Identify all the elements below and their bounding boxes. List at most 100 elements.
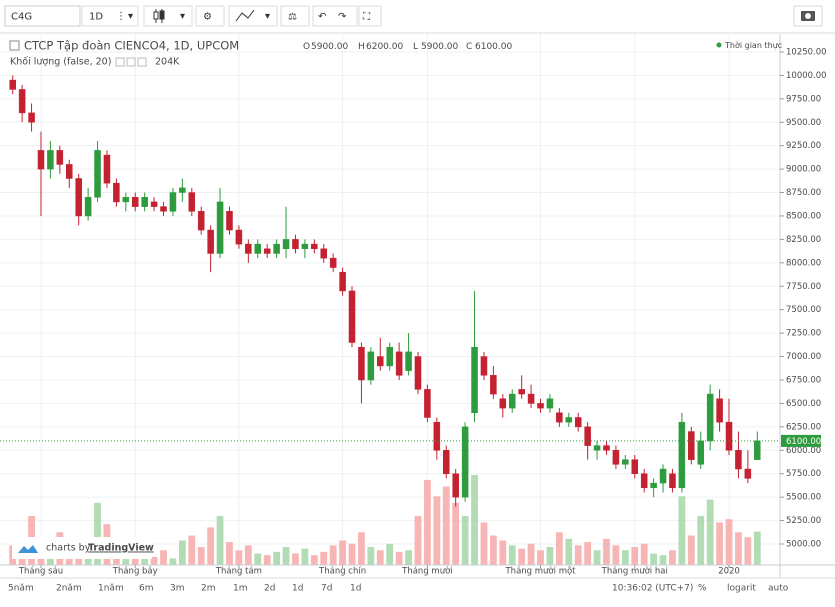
range-button[interactable]: 2d <box>264 584 275 594</box>
range-button[interactable]: 7d <box>321 584 332 594</box>
x-tick-label: Tháng chín <box>318 567 366 577</box>
candle-body <box>640 473 648 489</box>
volume-bar <box>178 540 186 565</box>
volume-bar <box>574 545 582 565</box>
candle-body <box>452 473 459 498</box>
auto-toggle[interactable]: auto <box>768 584 789 594</box>
symbol-input[interactable] <box>4 5 81 27</box>
percent-toggle[interactable]: % <box>698 584 707 594</box>
candle-body <box>669 473 676 489</box>
x-tick-label: Tháng mười một <box>504 566 576 577</box>
volume-bar <box>508 545 516 565</box>
candle-body <box>490 375 497 395</box>
scale-icon: ⚖ <box>288 12 297 23</box>
volume-bar <box>160 550 167 565</box>
volume-bar <box>546 547 554 565</box>
settings-icon[interactable] <box>126 57 136 67</box>
y-tick-label: 5000.00 <box>786 540 821 550</box>
volume-bar <box>395 551 403 565</box>
log-toggle[interactable]: logarit <box>727 584 756 594</box>
volume-bar <box>621 550 629 565</box>
volume-bar <box>320 551 328 565</box>
c-value: 6100.00 <box>475 42 512 52</box>
compare-button[interactable] <box>280 5 310 27</box>
candle-body <box>254 243 262 254</box>
volume-bar <box>735 532 742 565</box>
candle-body <box>424 389 431 418</box>
candle-body <box>603 445 610 451</box>
candle-body <box>508 393 516 409</box>
range-button[interactable]: 1m <box>233 584 248 594</box>
y-tick-label: 10250.00 <box>786 47 827 57</box>
tv-logo <box>18 545 38 553</box>
candle-body <box>273 243 280 254</box>
indicators-button[interactable] <box>228 5 278 27</box>
watermark-brand[interactable]: TradingView <box>88 543 154 554</box>
volume-bar <box>301 548 309 565</box>
volume-bar <box>716 522 723 565</box>
range-button[interactable]: 2m <box>201 584 216 594</box>
candle-body <box>556 412 563 423</box>
range-button[interactable]: 1d <box>292 584 303 594</box>
volume-bar <box>226 542 233 565</box>
range-button[interactable]: 6m <box>139 584 154 594</box>
y-tick-label: 8500.00 <box>786 211 821 221</box>
candle-body <box>386 346 393 367</box>
volume-bar <box>386 543 394 565</box>
volume-bar <box>94 502 101 565</box>
candle-body <box>122 196 130 203</box>
candle-body <box>678 421 686 489</box>
candle-body <box>37 150 45 170</box>
volume-bar <box>141 555 149 565</box>
range-button[interactable]: 5năm <box>8 584 34 594</box>
volume-bar <box>650 553 658 565</box>
volume-bar <box>659 555 667 565</box>
volume-bar <box>424 479 431 565</box>
volume-bar <box>405 550 412 565</box>
settings-button[interactable] <box>195 5 225 27</box>
volume-bar <box>499 540 507 565</box>
y-tick-label: 9750.00 <box>786 94 821 104</box>
volume-bar <box>640 543 648 565</box>
volume-bar <box>631 547 639 565</box>
interval-button[interactable] <box>81 5 139 27</box>
indicator-icon <box>235 9 255 22</box>
range-button[interactable]: 2năm <box>56 584 82 594</box>
candle-body <box>659 468 667 484</box>
candle-body <box>113 182 120 203</box>
gear-icon: ⚙ <box>203 12 212 23</box>
range-button[interactable]: 1d <box>350 584 361 594</box>
volume-bar <box>169 558 177 565</box>
y-tick-label: 6750.00 <box>786 375 821 385</box>
y-tick-label: 7750.00 <box>786 282 821 292</box>
volume-bar <box>254 553 262 565</box>
undo-icon: ↶ <box>318 12 326 23</box>
undo-redo[interactable] <box>312 5 358 27</box>
eye-icon[interactable] <box>115 57 125 67</box>
volume-bar <box>565 538 573 565</box>
candle-body <box>697 440 705 465</box>
candle-body <box>499 398 507 409</box>
candle-body <box>650 482 657 489</box>
collapse-icon[interactable] <box>9 40 20 51</box>
candle-body <box>631 459 639 474</box>
fullscreen-button[interactable] <box>358 5 382 27</box>
candle-body <box>263 248 271 254</box>
close-icon[interactable] <box>137 57 147 67</box>
volume-value: 204K <box>155 57 180 68</box>
last-price-label: 6100.00 <box>786 437 821 447</box>
volume-bar <box>339 540 346 565</box>
volume-bar <box>433 496 441 565</box>
volume-bar <box>537 550 544 565</box>
range-button[interactable]: 3m <box>170 584 185 594</box>
candle-body <box>56 150 64 165</box>
range-button[interactable]: 1năm <box>98 584 124 594</box>
volume-bar <box>612 545 620 565</box>
candle-body <box>754 440 761 460</box>
candle-body <box>65 164 73 179</box>
candle-body <box>103 154 111 184</box>
volume-bar <box>358 532 365 565</box>
candle-body <box>292 239 299 250</box>
